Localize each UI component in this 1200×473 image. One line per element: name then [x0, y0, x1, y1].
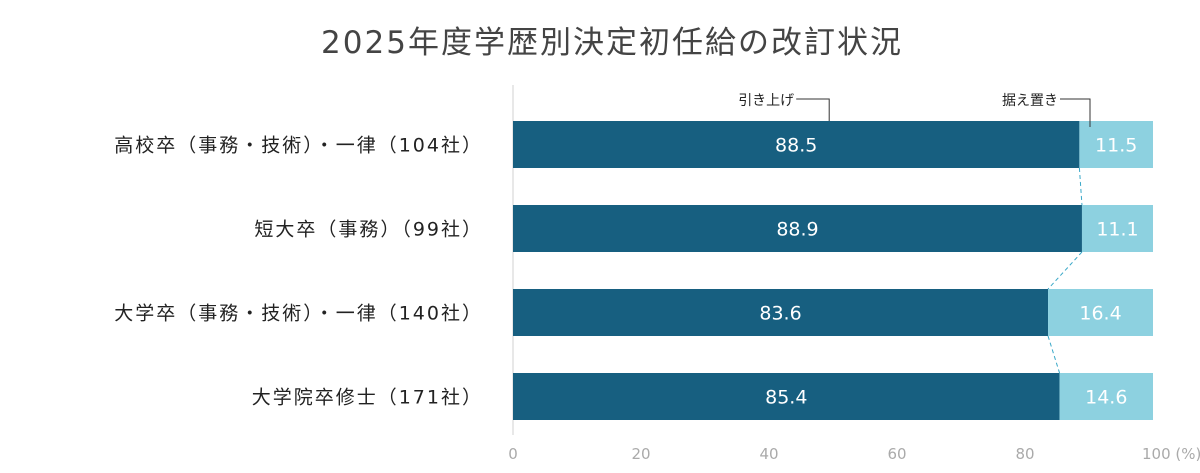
chart-title: 2025年度学歴別決定初任給の改訂状況 [321, 25, 903, 61]
legend-label: 引き上げ [738, 93, 794, 109]
x-tick-label: 100 (%) [1142, 445, 1200, 463]
data-label: 88.5 [775, 135, 817, 157]
plot-area: 0 20 40 60 80 100 (%) 高校卒（事務・技術）・一律（104社） 88.5 1… [114, 85, 1200, 463]
data-label: 85.4 [765, 387, 807, 409]
bar-keep [1059, 373, 1153, 420]
bar-raise [513, 121, 1080, 168]
legend-leader-line [796, 98, 830, 121]
bar-keep [1079, 121, 1153, 168]
x-tick-label: 0 [508, 445, 518, 463]
series-connector [1078, 167, 1083, 206]
data-label: 14.6 [1085, 387, 1127, 409]
category-label: 大学院卒修士（171社） [252, 387, 483, 409]
data-label: 16.4 [1079, 303, 1121, 325]
category-label: 短大卒（事務）（99社） [254, 219, 483, 241]
x-tick-label: 40 [759, 445, 778, 463]
series-connector [1047, 335, 1061, 374]
x-tick-label: 60 [887, 445, 906, 463]
data-label: 11.5 [1095, 135, 1137, 157]
category-label: 高校卒（事務・技術）・一律（104社） [114, 135, 483, 157]
category-label: 大学卒（事務・技術）・一律（140社） [114, 303, 483, 325]
series-connector [1047, 251, 1083, 290]
legend-leader-line [1060, 98, 1091, 127]
bar-raise [513, 289, 1049, 336]
data-label: 11.1 [1096, 219, 1138, 241]
x-tick-label: 20 [631, 445, 650, 463]
bar-raise [513, 373, 1060, 420]
bar-raise [513, 205, 1082, 252]
data-label: 83.6 [759, 303, 801, 325]
legend-label: 据え置き [1002, 93, 1058, 109]
x-tick-label: 80 [1015, 445, 1034, 463]
bar-keep [1081, 205, 1153, 252]
data-label: 88.9 [776, 219, 818, 241]
bar-keep [1048, 289, 1153, 336]
